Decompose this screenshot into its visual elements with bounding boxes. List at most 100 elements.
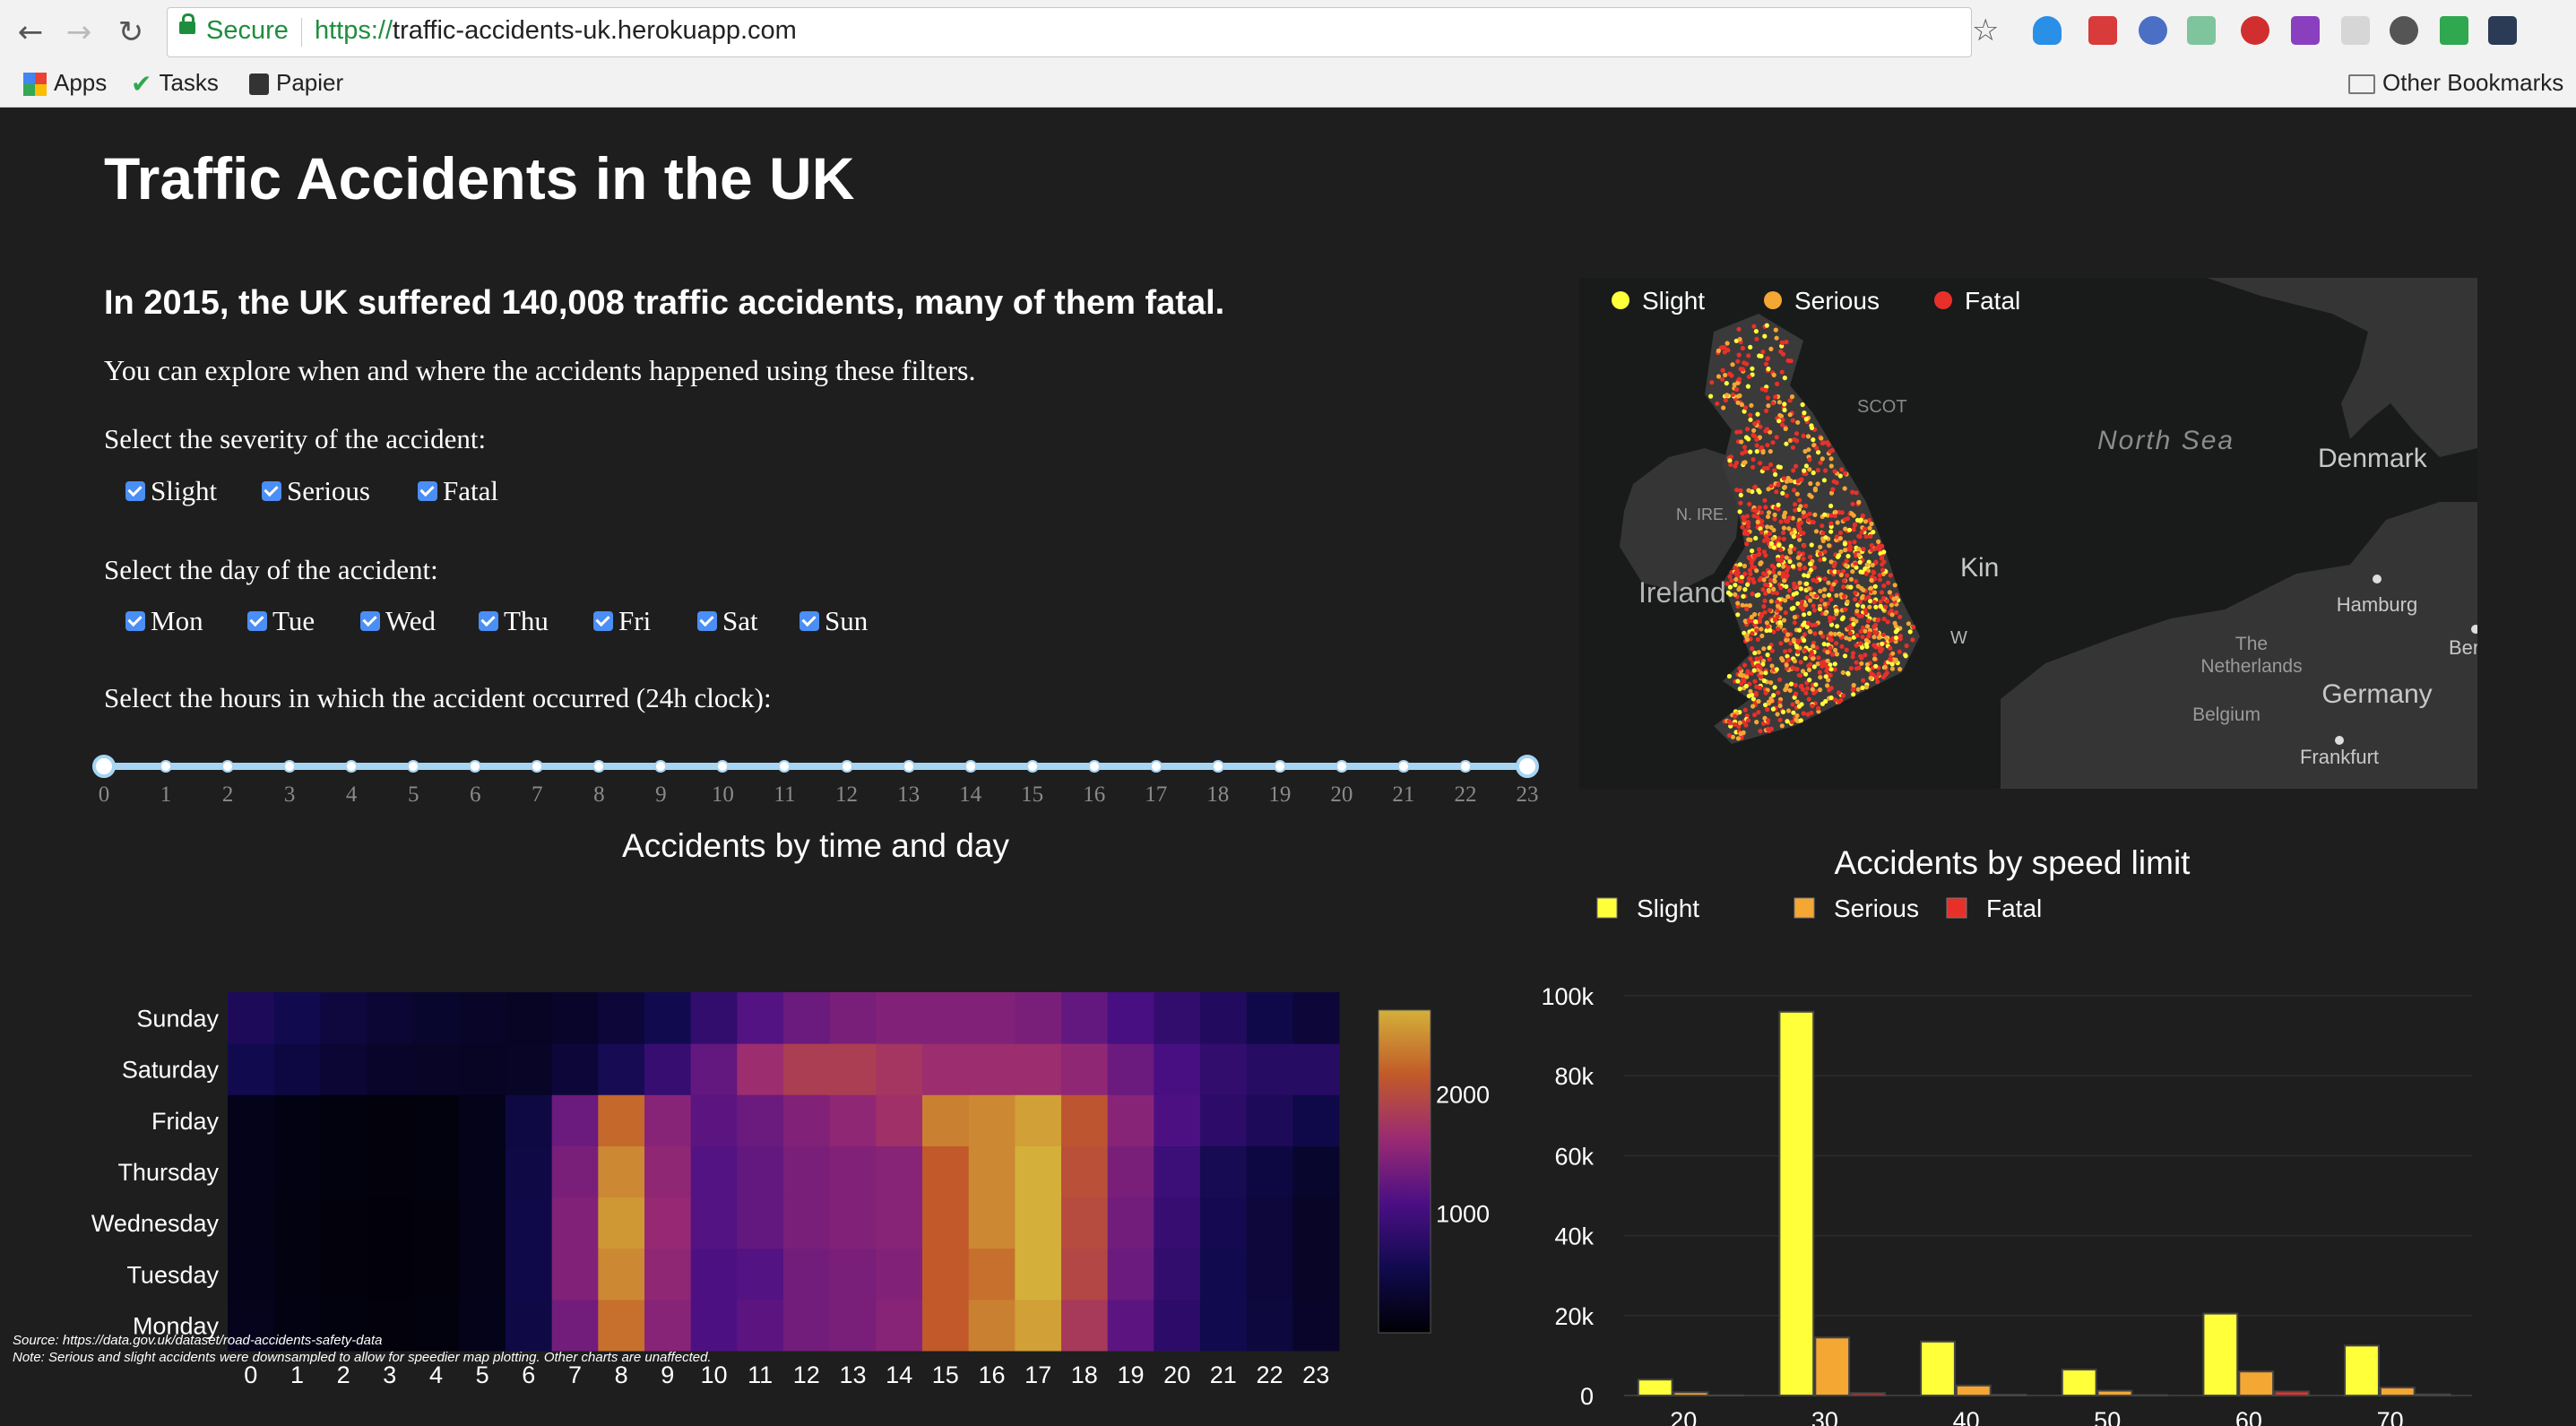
slider-dot[interactable] xyxy=(469,760,481,773)
heatmap-cell[interactable] xyxy=(1247,992,1293,1044)
day-checkbox-fri[interactable]: Fri xyxy=(593,603,651,639)
heatmap-cell[interactable] xyxy=(1247,1094,1293,1146)
bar-fatal[interactable] xyxy=(1851,1393,1885,1396)
bar-slight[interactable] xyxy=(1779,1012,1813,1396)
heatmap-cell[interactable] xyxy=(691,1249,738,1301)
heatmap-cell[interactable] xyxy=(876,1145,922,1197)
bar-serious[interactable] xyxy=(2239,1371,2273,1396)
heatmap-cell[interactable] xyxy=(783,1094,830,1146)
heatmap-cell[interactable] xyxy=(830,1249,877,1301)
heatmap-cell[interactable] xyxy=(1061,992,1108,1044)
heatmap-cell[interactable] xyxy=(506,992,552,1044)
heatmap-cell[interactable] xyxy=(737,1094,783,1146)
heatmap-cell[interactable] xyxy=(1015,1300,1061,1352)
heatmap-cell[interactable] xyxy=(922,1043,969,1095)
heatmap-cell[interactable] xyxy=(922,1300,969,1352)
map-legend-slight[interactable]: Slight xyxy=(1642,287,1705,315)
forward-arrow-icon[interactable]: → xyxy=(59,13,99,52)
heatmap-cell[interactable] xyxy=(737,1145,783,1197)
slider-rail[interactable] xyxy=(104,763,1527,770)
slider-dot[interactable] xyxy=(1026,760,1039,773)
heatmap-cell[interactable] xyxy=(1061,1300,1108,1352)
heatmap-cell[interactable] xyxy=(552,1249,599,1301)
bar-slight[interactable] xyxy=(2345,1345,2379,1396)
bar-legend-item[interactable]: Fatal xyxy=(1986,894,2042,922)
heatmap-cell[interactable] xyxy=(506,1249,552,1301)
heatmap-cell[interactable] xyxy=(1200,1094,1247,1146)
heatmap-cell[interactable] xyxy=(969,992,1016,1044)
heatmap-cell[interactable] xyxy=(830,1145,877,1197)
heatmap-cell[interactable] xyxy=(320,992,367,1044)
heatmap-cell[interactable] xyxy=(830,992,877,1044)
heatmap-cell[interactable] xyxy=(1061,1145,1108,1197)
heatmap-cell[interactable] xyxy=(783,992,830,1044)
extension-onenote-icon[interactable] xyxy=(2291,16,2320,45)
heatmap-cell[interactable] xyxy=(737,1300,783,1352)
heatmap-cell[interactable] xyxy=(737,992,783,1044)
heatmap-cell[interactable] xyxy=(1247,1197,1293,1249)
heatmap-cell[interactable] xyxy=(922,992,969,1044)
back-arrow-icon[interactable]: ← xyxy=(11,13,50,52)
heatmap-cell[interactable] xyxy=(320,1197,367,1249)
heatmap-cell[interactable] xyxy=(228,1043,274,1095)
slider-handle-start[interactable] xyxy=(92,755,116,778)
extension-chat-icon[interactable] xyxy=(2341,16,2370,45)
heatmap-cell[interactable] xyxy=(1292,1300,1339,1352)
bookmark-papier[interactable]: Papier xyxy=(249,65,343,100)
heatmap-cell[interactable] xyxy=(1247,1249,1293,1301)
heatmap-cell[interactable] xyxy=(969,1043,1016,1095)
heatmap-chart[interactable]: Accidents by time and day MondayTuesdayW… xyxy=(0,799,1542,1408)
heatmap-cell[interactable] xyxy=(459,1043,506,1095)
severity-checkbox-fatal[interactable]: Fatal xyxy=(418,473,498,509)
heatmap-cell[interactable] xyxy=(830,1300,877,1352)
severity-checkbox-serious[interactable]: Serious xyxy=(262,473,370,509)
heatmap-cell[interactable] xyxy=(922,1197,969,1249)
heatmap-cell[interactable] xyxy=(459,1094,506,1146)
slider-dot[interactable] xyxy=(345,760,358,773)
accident-map[interactable]: North Sea Denmark SCOT N. IRE. Ireland K… xyxy=(1579,278,2477,789)
extension-lastpass-icon[interactable] xyxy=(2088,16,2117,45)
heatmap-cell[interactable] xyxy=(506,1043,552,1095)
extension-adblock-icon[interactable] xyxy=(2241,16,2269,45)
bar-serious[interactable] xyxy=(1957,1386,1991,1396)
heatmap-cell[interactable] xyxy=(1154,1145,1200,1197)
slider-dot[interactable] xyxy=(903,760,915,773)
heatmap-cell[interactable] xyxy=(228,1145,274,1197)
heatmap-cell[interactable] xyxy=(1292,1094,1339,1146)
bar-serious[interactable] xyxy=(1674,1392,1708,1396)
heatmap-cell[interactable] xyxy=(969,1094,1016,1146)
heatmap-cell[interactable] xyxy=(876,992,922,1044)
heatmap-cell[interactable] xyxy=(1108,1197,1154,1249)
heatmap-cell[interactable] xyxy=(598,1249,644,1301)
extension-v-icon[interactable] xyxy=(2488,16,2517,45)
heatmap-cell[interactable] xyxy=(1200,1145,1247,1197)
heatmap-cell[interactable] xyxy=(644,1094,691,1146)
slider-dot[interactable] xyxy=(1088,760,1101,773)
bar-serious[interactable] xyxy=(2381,1387,2415,1396)
heatmap-cell[interactable] xyxy=(228,1094,274,1146)
extension-clock-icon[interactable] xyxy=(2139,16,2167,45)
heatmap-cell[interactable] xyxy=(1154,992,1200,1044)
heatmap-cell[interactable] xyxy=(644,1249,691,1301)
heatmap-cell[interactable] xyxy=(506,1197,552,1249)
heatmap-cell[interactable] xyxy=(969,1197,1016,1249)
heatmap-cell[interactable] xyxy=(830,1043,877,1095)
heatmap-cell[interactable] xyxy=(552,1197,599,1249)
heatmap-cell[interactable] xyxy=(413,1145,460,1197)
heatmap-cell[interactable] xyxy=(737,1249,783,1301)
day-checkbox-mon[interactable]: Mon xyxy=(125,603,203,639)
heatmap-cell[interactable] xyxy=(552,1094,599,1146)
heatmap-cell[interactable] xyxy=(552,992,599,1044)
heatmap-cell[interactable] xyxy=(228,1197,274,1249)
slider-dot[interactable] xyxy=(778,760,791,773)
slider-dot[interactable] xyxy=(407,760,419,773)
heatmap-cell[interactable] xyxy=(1015,1043,1061,1095)
heatmap-cell[interactable] xyxy=(783,1197,830,1249)
heatmap-cell[interactable] xyxy=(1247,1145,1293,1197)
heatmap-cell[interactable] xyxy=(459,992,506,1044)
severity-checkbox-slight[interactable]: Slight xyxy=(125,473,217,509)
heatmap-cell[interactable] xyxy=(1200,1249,1247,1301)
day-checkbox-sun[interactable]: Sun xyxy=(800,603,868,639)
heatmap-cell[interactable] xyxy=(1292,1197,1339,1249)
